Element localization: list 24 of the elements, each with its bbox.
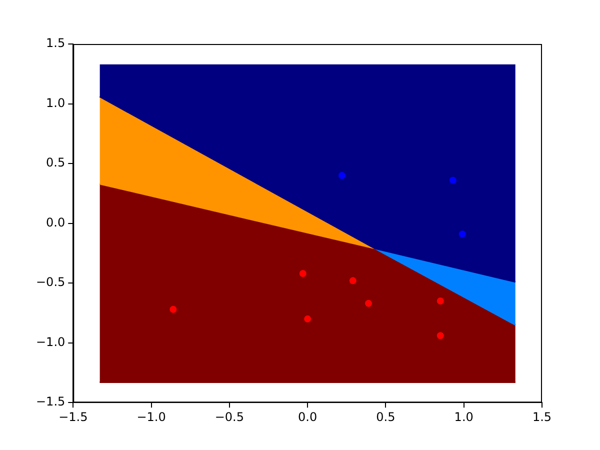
- x-tick-label: 1.5: [532, 410, 552, 424]
- point: [349, 277, 356, 284]
- point: [170, 306, 177, 313]
- y-tick-label: 0.0: [46, 215, 66, 230]
- y-tick-label: −1.5: [36, 394, 66, 409]
- point: [436, 332, 444, 340]
- x-tick-label: −1.0: [136, 410, 166, 424]
- y-tick-label: 0.5: [46, 156, 66, 170]
- y-tick-label: −0.5: [36, 275, 66, 290]
- point: [458, 230, 466, 238]
- point: [299, 270, 306, 278]
- x-tick-label: −1.5: [58, 410, 88, 424]
- x-tick-label: 0.5: [376, 410, 396, 424]
- x-tick-label: −0.5: [214, 410, 244, 424]
- y-tick-label: −1.0: [36, 334, 66, 349]
- point: [365, 300, 372, 307]
- point: [436, 297, 444, 304]
- point: [338, 172, 346, 179]
- y-tick-label: 1.0: [46, 96, 66, 110]
- x-tick-label: 0.0: [298, 410, 318, 424]
- y-tick-label: 1.5: [46, 36, 66, 50]
- x-tick-label: 1.0: [454, 410, 474, 424]
- point: [304, 315, 312, 322]
- point: [449, 176, 456, 184]
